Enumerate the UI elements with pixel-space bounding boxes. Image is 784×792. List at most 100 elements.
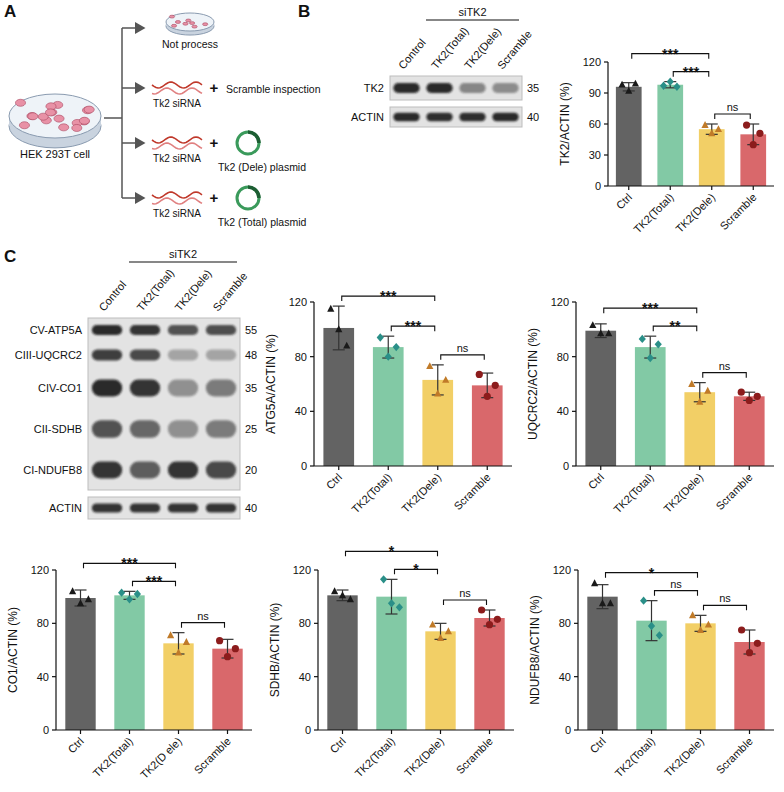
blot-strip	[88, 318, 240, 490]
significance-label: ns	[197, 610, 209, 622]
arrow-branch	[122, 142, 144, 144]
y-tick-label: 40	[299, 671, 311, 683]
lane-label: Control	[396, 36, 428, 71]
x-tick-label: Scramble	[451, 471, 492, 512]
mw-label: 40	[245, 502, 257, 514]
group-line	[129, 261, 237, 262]
lane-label: Control	[96, 278, 128, 313]
data-point	[85, 595, 92, 602]
cell	[54, 115, 64, 122]
y-tick-label: 120	[31, 564, 49, 576]
y-tick-label: 120	[293, 564, 311, 576]
bar	[422, 380, 453, 466]
y-tick-label: 80	[37, 617, 49, 629]
bar-chart: 0306090120TK2/ACTIN (%)CtrlTK2(Total)TK2…	[558, 46, 774, 236]
sirna-icon	[152, 192, 202, 198]
data-point	[625, 87, 632, 94]
x-tick	[699, 466, 700, 470]
bar	[373, 347, 404, 466]
y-axis	[577, 570, 578, 730]
band	[206, 503, 236, 512]
data-point	[434, 390, 441, 397]
blot: ControlTK2(Total)TK2(Dele)ScramblesiTK2T…	[351, 6, 539, 127]
sirna-icon	[152, 137, 202, 143]
y-tick	[310, 301, 314, 302]
significance-bracket	[444, 600, 487, 605]
band	[206, 380, 236, 397]
band	[206, 462, 236, 479]
x-tick-label: TK2(Dele)	[673, 191, 717, 235]
data-point	[738, 389, 745, 396]
data-point	[429, 621, 436, 628]
y-tick-label: 40	[557, 405, 569, 417]
lane-label: Scramble	[495, 28, 534, 71]
y-tick-label: 120	[583, 56, 601, 68]
cell	[72, 124, 82, 131]
y-axis-title: SDHB/ACTIN (%)	[268, 603, 282, 698]
band	[459, 83, 485, 93]
y-axis-title: NDUFB8/ACTIN (%)	[528, 595, 542, 704]
error-bar	[75, 590, 87, 606]
band	[168, 380, 198, 397]
bar	[635, 347, 666, 466]
lane-label: TK2(Total)	[134, 267, 176, 314]
x-tick	[391, 730, 392, 734]
band	[168, 350, 198, 361]
error-cap	[646, 600, 658, 601]
cell	[171, 24, 176, 27]
blot-strip	[88, 497, 240, 519]
small-dish	[166, 13, 214, 35]
x-axis	[576, 465, 774, 466]
x-tick-label: TK2(Total)	[631, 191, 675, 235]
error-cap	[744, 629, 756, 630]
data-point	[396, 603, 403, 611]
branch-label: Not process	[162, 38, 218, 50]
cell	[84, 106, 94, 113]
error-cap	[481, 372, 493, 373]
source-dish	[9, 94, 101, 148]
lane-label: TK2(Dele)	[172, 267, 213, 313]
row-label: CV-ATP5A	[30, 324, 83, 336]
data-point	[605, 329, 612, 336]
data-point	[656, 631, 663, 639]
x-tick	[80, 730, 81, 734]
band	[168, 462, 198, 479]
x-tick-label: Scramble	[717, 191, 758, 232]
x-tick-label: Ctrl	[324, 471, 345, 492]
data-point	[327, 305, 334, 312]
significance-label: ns	[719, 360, 731, 372]
x-tick	[489, 730, 490, 734]
y-tick	[572, 356, 576, 357]
error-bar	[333, 306, 345, 350]
data-point	[377, 333, 384, 341]
data-point	[175, 649, 182, 656]
data-point	[640, 596, 647, 604]
error-cap	[124, 591, 136, 592]
y-axis	[55, 570, 56, 730]
y-tick	[604, 154, 608, 155]
data-point	[688, 380, 695, 387]
bar	[616, 87, 642, 186]
y-tick	[604, 185, 608, 186]
cell	[192, 25, 197, 28]
data-point	[639, 335, 646, 343]
cell	[28, 113, 38, 120]
plot-area	[65, 587, 242, 730]
x-tick-label: TK2(Dele)	[402, 735, 446, 779]
significance-label: ***	[662, 46, 679, 62]
band	[130, 380, 160, 397]
error-cap	[695, 615, 707, 616]
bar	[587, 597, 617, 730]
data-point	[648, 622, 655, 630]
error-cap	[435, 623, 447, 624]
y-tick-label: 0	[305, 724, 311, 736]
data-point	[476, 371, 483, 378]
y-tick	[574, 569, 578, 570]
y-tick	[52, 676, 56, 677]
band	[393, 113, 419, 121]
band	[92, 380, 122, 397]
error-cap	[333, 306, 345, 307]
y-tick	[574, 623, 578, 624]
error-cap	[694, 382, 706, 383]
data-point	[380, 575, 387, 583]
